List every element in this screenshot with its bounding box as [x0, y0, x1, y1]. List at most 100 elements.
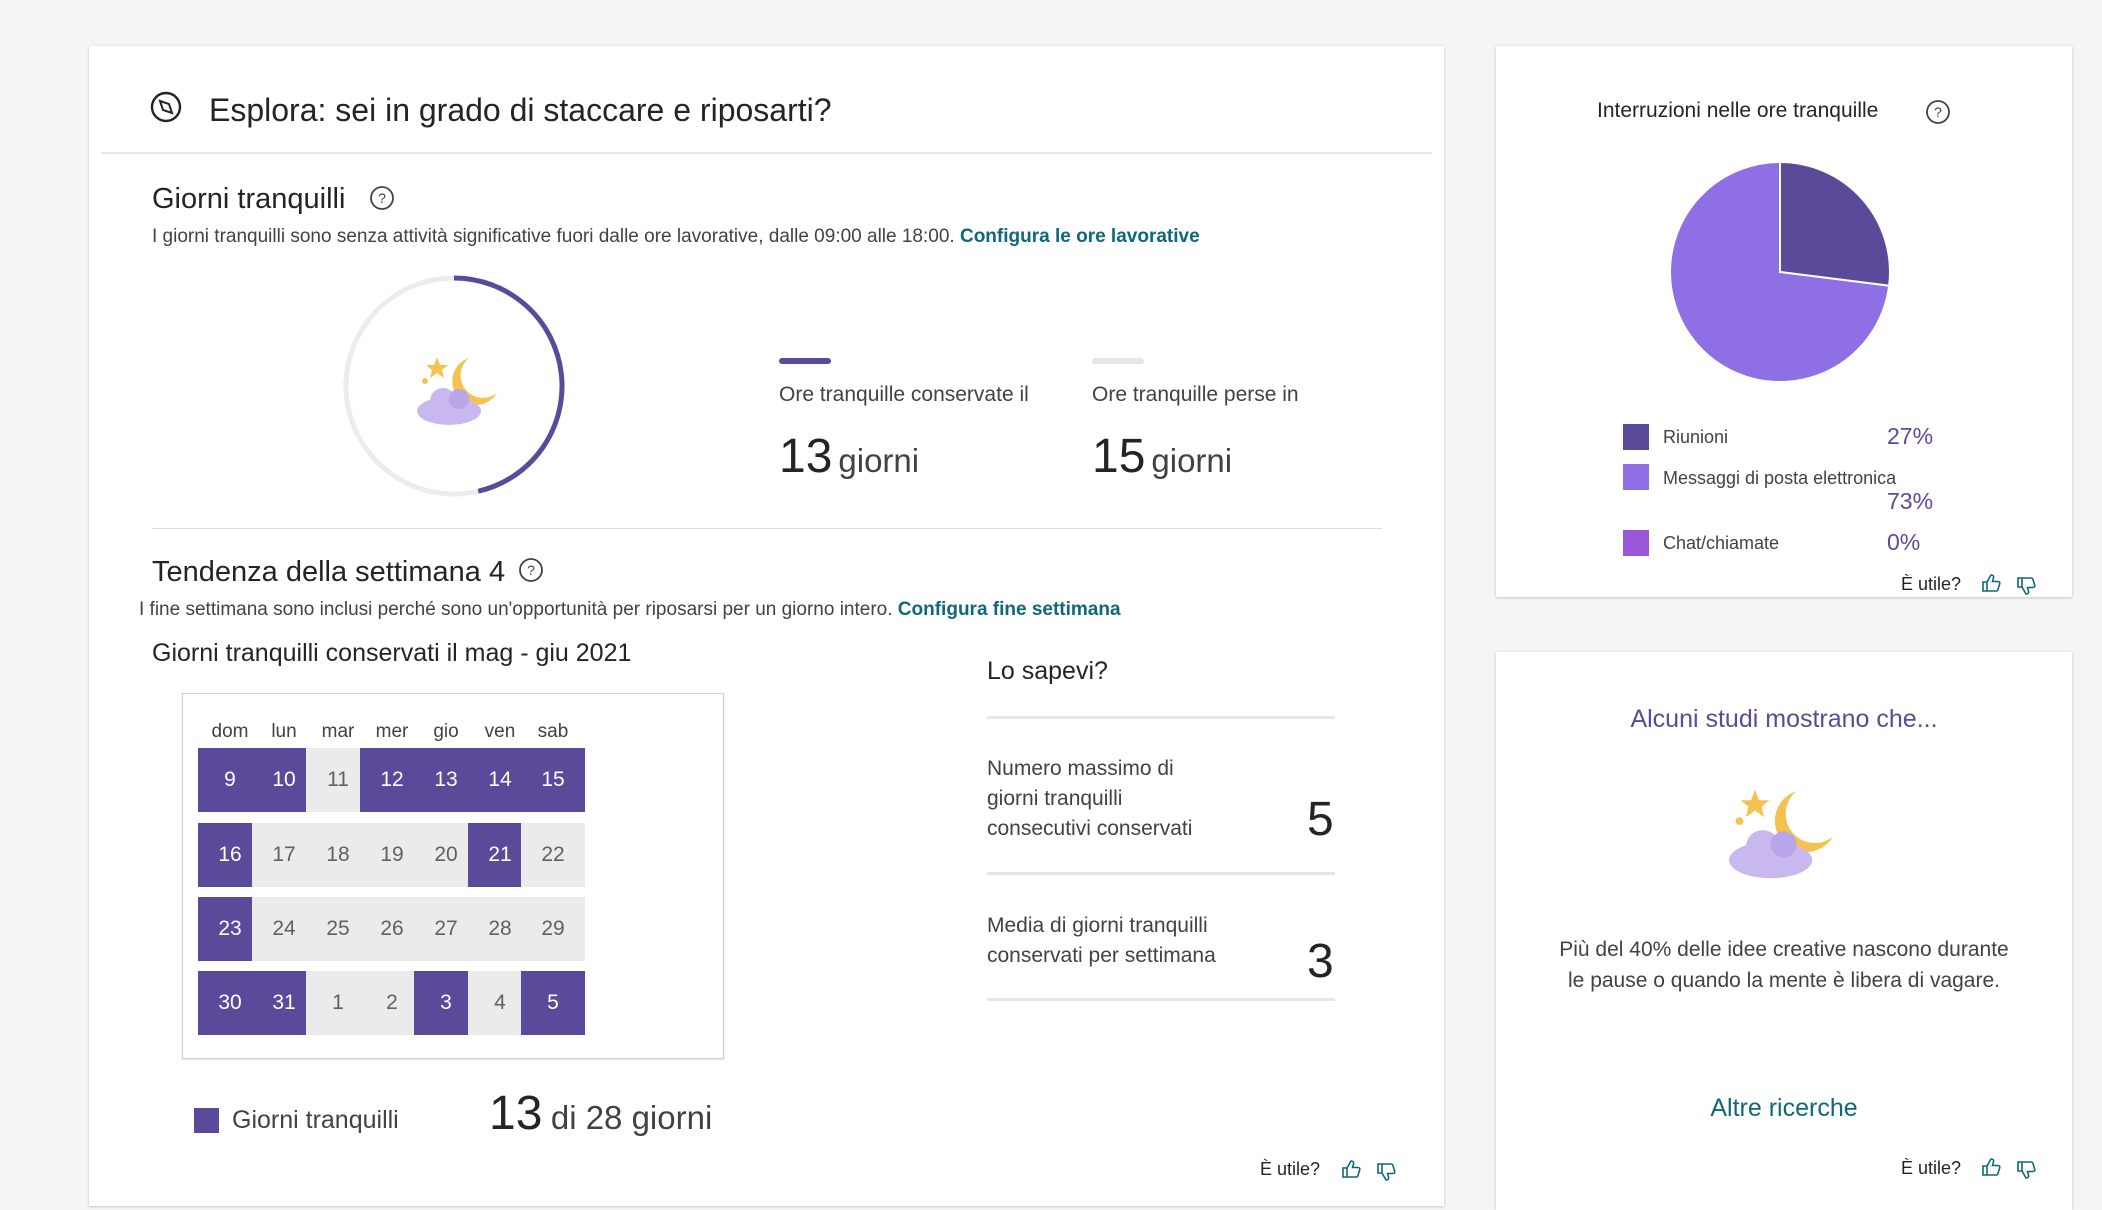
interruptions-pie-chart: [1669, 160, 1891, 383]
trend-description: I fine settimana sono inclusi perché son…: [139, 599, 1121, 620]
help-icon[interactable]: ?: [518, 557, 544, 583]
calendar-day: 29: [521, 897, 585, 961]
section-divider: [152, 528, 1382, 529]
calendar-day: 18: [306, 823, 370, 887]
summary-text: di 28 giorni: [550, 1099, 713, 1136]
moon-cloud-icon: [1729, 789, 1833, 879]
interruptions-title: Interruzioni nelle ore tranquille: [1597, 99, 1879, 122]
legend-percent: 73%: [1887, 488, 1934, 514]
calendar-day-quiet: 31: [252, 971, 316, 1035]
studies-text-line: le pause o quando la mente è libera di v…: [1568, 969, 2000, 992]
weekday-header: ven: [484, 721, 516, 742]
calendar-day-quiet: 9: [198, 748, 262, 812]
configure-weekend-link[interactable]: Configura fine settimana: [897, 599, 1121, 620]
weekday-header: gio: [433, 721, 459, 742]
fact-text: Media di giorni tranquilli conservati pe…: [987, 914, 1216, 967]
fact-value: 5: [1307, 793, 1334, 846]
svg-text:?: ?: [1934, 104, 1942, 120]
calendar-day-quiet: 23: [198, 897, 262, 961]
more-research-link[interactable]: Altre ricerche: [1710, 1094, 1858, 1122]
fact-value: 3: [1307, 935, 1334, 988]
quiet-days-description: I giorni tranquilli sono senza attività …: [152, 226, 1200, 247]
legend-swatch: [194, 1108, 219, 1133]
weekday-header: mer: [375, 721, 409, 742]
calendar-day-quiet: 13: [414, 748, 478, 812]
thumbs-down-icon[interactable]: [2015, 1159, 2037, 1181]
pie-slice: [1669, 160, 1891, 383]
feedback-label: È utile?: [1901, 1158, 1962, 1178]
kept-stat: 13 giorni: [779, 429, 919, 484]
calendar-day: 25: [306, 897, 370, 961]
calendar-day: 11: [306, 748, 370, 812]
feedback-label: È utile?: [1901, 574, 1962, 594]
donut-kept-arc: [453, 275, 565, 494]
calendar-day-quiet: 16: [198, 823, 262, 887]
legend-label: Chat/chiamate: [1663, 533, 1780, 553]
studies-title: Alcuni studi mostrano che...: [1630, 705, 1938, 733]
facts-divider: [987, 872, 1335, 875]
facts-title: Lo sapevi?: [987, 657, 1108, 685]
pie-slice: [1779, 160, 1891, 287]
kept-legend-line: [779, 358, 831, 364]
kept-unit: giorni: [838, 442, 920, 479]
thumbs-up-icon[interactable]: [1980, 572, 2002, 594]
legend-label: Messaggi di posta elettronica: [1663, 468, 1897, 488]
legend-swatch: [1623, 464, 1649, 490]
legend-percent: 27%: [1887, 423, 1934, 449]
configure-work-hours-link[interactable]: Configura le ore lavorative: [959, 226, 1200, 247]
summary-value: 13: [489, 1087, 543, 1140]
calendar-day-quiet: 5: [521, 971, 585, 1035]
quiet-days-calendar: dom lun mar mer gio ven sab 9 10 11 12 13 14 15 16 17 18…: [182, 693, 724, 1059]
calendar-day: 27: [414, 897, 478, 961]
calendar-day: 19: [360, 823, 424, 887]
thumbs-down-icon[interactable]: [2015, 575, 2037, 597]
facts-divider: [987, 998, 1335, 1001]
studies-text-line: Più del 40% delle idee creative nascono …: [1559, 938, 2009, 961]
calendar-day-quiet: 15: [521, 748, 585, 812]
studies-text: Più del 40% delle idee creative nascono …: [1496, 934, 2072, 996]
kept-label: Ore tranquille conservate il: [779, 383, 1029, 406]
legend-label: Giorni tranquilli: [232, 1106, 399, 1134]
calendar-day: 17: [252, 823, 316, 887]
quiet-days-title: Giorni tranquilli: [152, 183, 346, 215]
thumbs-up-icon[interactable]: [1980, 1156, 2002, 1178]
weekday-header: lun: [271, 721, 297, 742]
weekday-header: sab: [537, 721, 569, 742]
calendar-day: 1: [306, 971, 370, 1035]
calendar-summary: 13 di 28 giorni: [489, 1086, 712, 1141]
studies-card: Alcuni studi mostrano che... Più del 40%…: [1496, 652, 2072, 1210]
thumbs-up-icon[interactable]: [1340, 1158, 1362, 1180]
calendar-day: 24: [252, 897, 316, 961]
lost-value: 15: [1092, 430, 1146, 483]
kept-value: 13: [779, 430, 833, 483]
interruptions-card: Interruzioni nelle ore tranquille ? È ut…: [1496, 46, 2072, 597]
quiet-days-donut: [343, 275, 565, 497]
thumbs-down-icon[interactable]: [1375, 1161, 1397, 1183]
weekday-header: dom: [211, 721, 249, 742]
calendar-day-quiet: 30: [198, 971, 262, 1035]
calendar-day-quiet: 12: [360, 748, 424, 812]
svg-text:?: ?: [378, 190, 386, 206]
lost-stat: 15 giorni: [1092, 429, 1232, 484]
facts-divider: [987, 716, 1335, 719]
compass-icon: [150, 91, 182, 123]
lost-legend-line: [1092, 358, 1144, 364]
lost-unit: giorni: [1151, 442, 1233, 479]
svg-text:?: ?: [527, 562, 535, 578]
calendar-day-quiet: 10: [252, 748, 316, 812]
help-icon[interactable]: ?: [1925, 99, 1951, 125]
fact-text: Numero massimo di giorni tranquilli cons…: [987, 757, 1193, 840]
trend-title: Tendenza della settimana 4: [152, 556, 506, 588]
moon-cloud-icon: [417, 357, 497, 425]
quiet-days-card: Esplora: sei in grado di staccare e ripo…: [89, 46, 1444, 1206]
legend-percent: 0%: [1887, 529, 1921, 555]
calendar-title: Giorni tranquilli conservati il mag - gi…: [152, 639, 632, 667]
page-title: Esplora: sei in grado di staccare e ripo…: [209, 92, 832, 128]
header-divider: [101, 152, 1432, 154]
calendar-day: 22: [521, 823, 585, 887]
help-icon[interactable]: ?: [369, 185, 395, 211]
weekday-header: mar: [321, 721, 355, 742]
legend-swatch: [1623, 530, 1649, 556]
calendar-day: 26: [360, 897, 424, 961]
feedback-label: È utile?: [1260, 1159, 1321, 1179]
